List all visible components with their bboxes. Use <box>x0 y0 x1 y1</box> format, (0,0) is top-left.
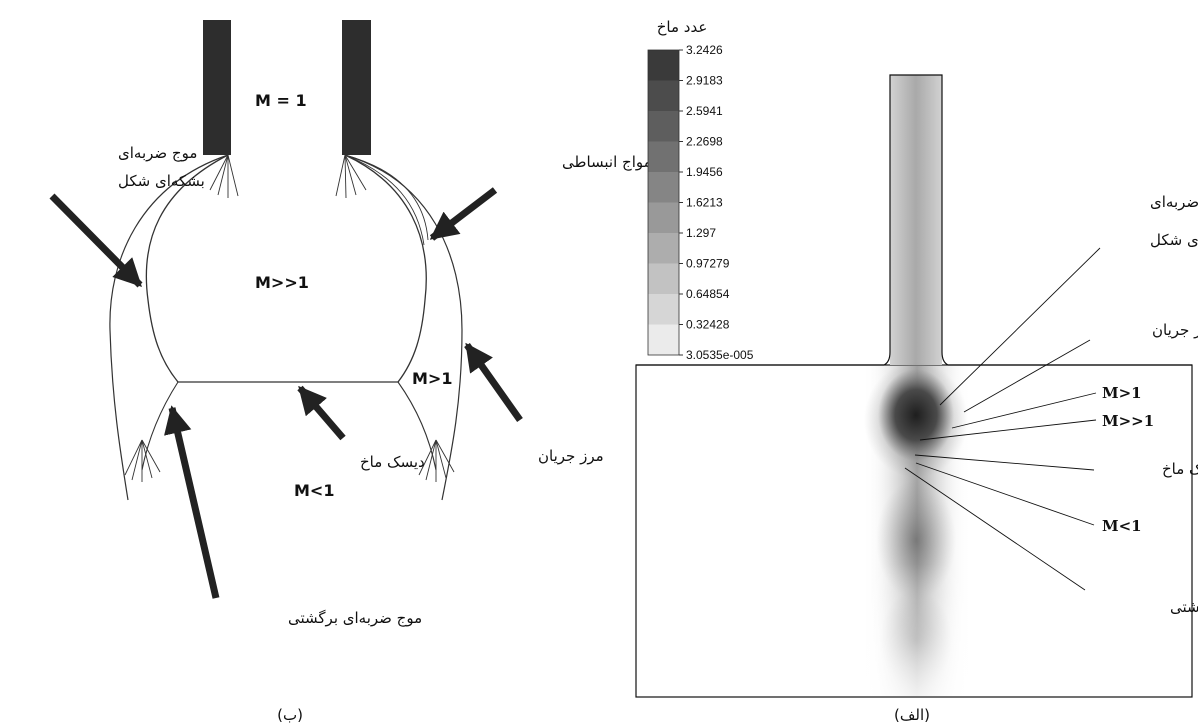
nozzle-wall-left <box>203 20 231 155</box>
colorbar-tick-label: 2.9183 <box>686 74 723 88</box>
nozzle-outline <box>636 74 1192 366</box>
colorbar-band <box>648 141 679 172</box>
r-label-m-much-greater: M>>1 <box>1102 412 1154 430</box>
label-m-greater: M>1 <box>412 369 452 388</box>
jet-boundary-left <box>109 154 229 501</box>
label-barrel-shock-2: بشکه‌ای شکل <box>118 172 205 190</box>
colorbar-tick-label: 0.97279 <box>686 257 730 271</box>
expansion-fan-left <box>209 154 239 198</box>
jet-plume <box>850 362 984 696</box>
leader-m-greater <box>951 392 1097 429</box>
expansion-fan-right <box>335 154 429 246</box>
leader-lines <box>904 247 1101 591</box>
jet-boundary-right <box>344 154 463 501</box>
colorbar-band <box>648 80 679 111</box>
leader-barrel-shock <box>939 247 1101 406</box>
colorbar-tick-label: 2.5941 <box>686 104 723 118</box>
colorbar-band <box>648 111 679 142</box>
r-label-m-greater: M>1 <box>1102 384 1142 402</box>
lower-fan-right <box>418 439 455 482</box>
label-jet-boundary: مرز جریان <box>538 447 604 465</box>
colorbar-tick-label: 1.6213 <box>686 196 723 210</box>
colorbar-tick-label: 2.2698 <box>686 135 723 149</box>
leader-m-much-greater <box>919 419 1097 441</box>
nozzle-wall-right <box>342 20 371 155</box>
colorbar-tick-label: 0.32428 <box>686 318 730 332</box>
barrel-shock-line-right <box>344 154 427 383</box>
arrow-expansion-waves <box>429 187 498 241</box>
arrow-mach-disk <box>297 385 346 441</box>
label-m-much-greater: M>>1 <box>255 273 309 292</box>
label-mach-disk: دیسک ماخ <box>360 453 425 471</box>
arrow-reflected-shock <box>164 405 220 599</box>
label-expansion-waves: امواج انبساطی <box>562 153 656 172</box>
colorbar-tick-label: 0.64854 <box>686 287 730 301</box>
r-label-jet-boundary: مرز جریان <box>1152 321 1198 339</box>
right-panel-contour: عدد ماخ 3.2426 2.9183 2.5941 2.2698 1.9456 1.… <box>635 18 1198 724</box>
arrow-barrel-shock <box>49 193 143 288</box>
colorbar-band <box>648 233 679 264</box>
left-panel-schematic: M = 1 M>>1 M>1 M<1 موج ضربه‌ای بشکه‌ای ش… <box>49 20 656 724</box>
colorbar-tick-label: 1.9456 <box>686 165 723 179</box>
colorbar: 3.2426 2.9183 2.5941 2.2698 1.9456 1.6213 1.29… <box>647 43 754 362</box>
leader-reflected-shock <box>904 467 1086 591</box>
colorbar-band <box>648 263 679 294</box>
r-label-m-less: M<1 <box>1102 517 1142 535</box>
barrel-shock-line <box>145 154 229 383</box>
label-barrel-shock-1: موج ضربه‌ای <box>118 144 197 163</box>
caption-right: (الف) <box>894 706 930 724</box>
colorbar-band <box>648 202 679 233</box>
leader-jet-boundary <box>963 339 1091 413</box>
label-m-equal-1: M = 1 <box>255 91 307 110</box>
reflected-shock-right <box>397 381 437 471</box>
colorbar-tick-label: 3.0535e-005 <box>686 348 754 362</box>
r-label-reflected-shock: موج ضربه‌ای برگشتی <box>1170 598 1198 617</box>
caption-left: (ب) <box>277 706 303 724</box>
colorbar-title: عدد ماخ <box>657 18 708 36</box>
r-label-mach-disk: دیسک ماخ <box>1162 460 1198 478</box>
r-label-barrel-shock-1: موج ضربه‌ای <box>1150 193 1198 212</box>
colorbar-band <box>648 294 679 325</box>
lower-fan-left <box>124 439 161 482</box>
colorbar-band <box>648 50 679 81</box>
label-m-less: M<1 <box>294 481 334 500</box>
colorbar-tick-label: 1.297 <box>686 226 716 240</box>
leader-mach-disk <box>914 454 1095 471</box>
nozzle-region <box>890 75 942 365</box>
colorbar-tick-label: 3.2426 <box>686 43 723 57</box>
leader-m-less <box>915 462 1095 526</box>
r-label-barrel-shock-2: بشکه‌ای شکل <box>1150 231 1198 249</box>
colorbar-band <box>648 324 679 355</box>
label-reflected-shock: موج ضربه‌ای برگشتی <box>288 609 422 628</box>
reflected-shock-left <box>141 381 179 471</box>
arrow-jet-boundary <box>464 342 523 423</box>
colorbar-band <box>648 172 679 203</box>
